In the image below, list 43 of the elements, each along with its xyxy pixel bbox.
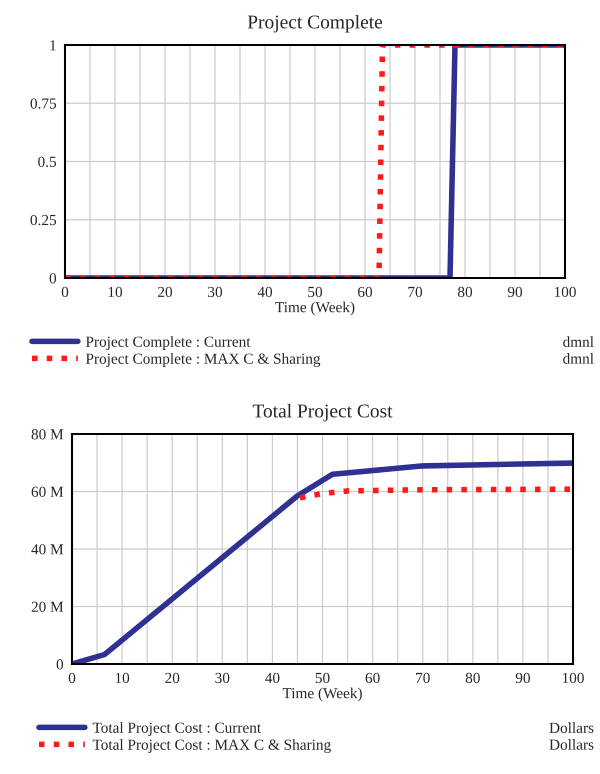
x-tick-label: 40 <box>265 672 280 684</box>
x-tick-label: 10 <box>108 286 122 298</box>
legend-label: Total Project Cost : MAX C & Sharing <box>92 739 331 753</box>
x-tick-label: 30 <box>215 672 230 684</box>
x-tick-label: 0 <box>68 672 76 684</box>
y-tick-label: 1 <box>50 40 56 50</box>
chart-title: Project Complete <box>248 14 382 32</box>
y-tick-label: 40 M <box>31 544 64 554</box>
x-tick-label: 70 <box>416 672 430 684</box>
x-tick-label: 30 <box>208 286 222 298</box>
legend-label: Total Project Cost : Current <box>92 722 262 736</box>
x-tick-label: 80 <box>466 672 480 684</box>
x-tick-label: 90 <box>508 286 522 298</box>
x-tick-label: 20 <box>158 286 172 298</box>
x-tick-label: 90 <box>516 672 530 684</box>
legend-label: Project Complete : MAX C & Sharing <box>86 353 320 367</box>
y-tick-label: 0.25 <box>30 214 56 226</box>
x-tick-label: 60 <box>366 672 380 684</box>
text: dmnl <box>563 336 594 348</box>
x-tick-label: 50 <box>308 286 322 298</box>
chart-title: Total Project Cost <box>252 404 392 422</box>
y-tick-label: 0 <box>50 273 56 284</box>
y-tick-label: 60 M <box>32 486 64 497</box>
legend-label: Project Complete : Current <box>86 336 250 350</box>
text: dmnl <box>563 353 594 364</box>
x-tick-label: 80 <box>458 286 472 298</box>
x-axis-title: Time (Week) <box>282 688 362 702</box>
y-tick-label: 80 M <box>32 429 64 440</box>
y-tick-label: 0.5 <box>38 156 56 168</box>
x-axis-title: Time (Week) <box>275 302 354 316</box>
y-tick-label: 20 M <box>32 602 64 612</box>
x-tick-label: 60 <box>358 286 372 298</box>
x-tick-label: 10 <box>116 672 130 684</box>
x-tick-label: 100 <box>554 286 576 298</box>
text: Dollars <box>549 722 594 734</box>
x-tick-label: 50 <box>316 672 330 684</box>
y-tick-label: 0 <box>56 659 64 670</box>
x-tick-label: 70 <box>408 286 422 298</box>
x-tick-label: 20 <box>165 672 180 684</box>
x-tick-label: 40 <box>258 286 272 298</box>
x-tick-label: 100 <box>562 672 584 684</box>
y-tick-label: 0.75 <box>30 98 56 109</box>
text: Dollars <box>549 739 594 750</box>
